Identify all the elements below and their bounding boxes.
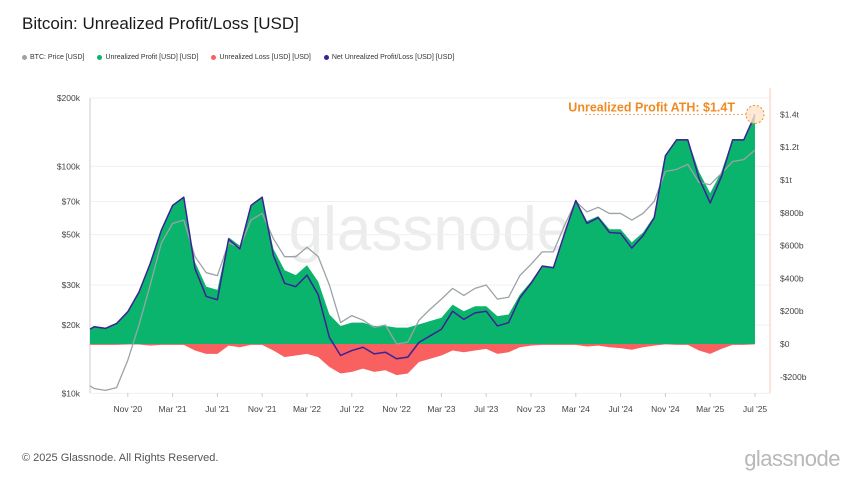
left-axis-tick-label: $50k: [62, 230, 81, 240]
right-axis-tick-label: -$200b: [780, 372, 807, 382]
left-axis-tick-label: $10k: [62, 388, 81, 398]
right-axis-tick-label: $1t: [780, 175, 792, 185]
left-axis-tick-label: $20k: [62, 320, 81, 330]
x-axis-tick-label: Jul '23: [474, 404, 499, 414]
glassnode-logo: glassnode: [744, 446, 840, 471]
right-axis-tick-label: $0: [780, 339, 790, 349]
unrealized-loss-area: [90, 344, 755, 376]
right-axis-tick-label: $200b: [780, 306, 804, 316]
unrealized-profit-area: [90, 114, 755, 345]
x-axis-tick-label: Jul '21: [205, 404, 230, 414]
x-axis-tick-label: Mar '25: [696, 404, 724, 414]
x-axis-tick-label: Nov '24: [651, 404, 680, 414]
annotation-label: Unrealized Profit ATH: $1.4T: [568, 100, 735, 114]
x-axis-tick-label: Nov '20: [114, 404, 143, 414]
legend-item-profit[interactable]: Unrealized Profit [USD] [USD]: [97, 54, 198, 61]
legend-item-net[interactable]: Net Unrealized Profit/Loss [USD] [USD]: [323, 54, 455, 61]
x-axis-tick-label: Mar '23: [427, 404, 455, 414]
net-unrealized-line: [90, 114, 756, 360]
annotation-ath-marker: [745, 104, 765, 124]
x-axis-tick-label: Jul '25: [743, 404, 768, 414]
legend-item-loss[interactable]: Unrealized Loss [USD] [USD]: [211, 54, 311, 61]
copyright-footer: © 2025 Glassnode. All Rights Reserved.: [22, 452, 219, 464]
price-dot-icon: [22, 55, 27, 60]
right-axis-tick-label: $400b: [780, 273, 804, 283]
x-axis-tick-label: Nov '23: [517, 404, 546, 414]
x-axis-tick-label: Jul '22: [340, 404, 365, 414]
x-axis-tick-label: Nov '22: [382, 404, 411, 414]
left-axis-tick-label: $30k: [62, 280, 81, 290]
loss-dot-icon: [211, 55, 217, 60]
x-axis-tick-label: Mar '22: [293, 404, 321, 414]
left-axis-tick-label: $70k: [62, 196, 81, 206]
profit-dot-icon: [97, 55, 103, 60]
right-axis-tick-label: $600b: [780, 241, 804, 251]
x-axis-tick-label: Nov '21: [248, 404, 277, 414]
left-axis-tick-label: $200k: [57, 93, 81, 103]
x-axis-tick-label: Mar '21: [159, 404, 187, 414]
btc-price-line: [90, 149, 756, 392]
x-axis-tick-label: Mar '24: [562, 404, 590, 414]
legend-label: Net Unrealized Profit/Loss [USD] [USD]: [331, 54, 455, 61]
x-axis-tick-label: Jul '24: [608, 404, 633, 414]
legend-label: BTC: Price [USD]: [30, 54, 85, 61]
legend-label: Unrealized Profit [USD] [USD]: [105, 54, 199, 61]
legend-item-price[interactable]: BTC: Price [USD]: [22, 54, 84, 61]
watermark: glassnode: [289, 195, 572, 264]
right-axis-tick-label: $800b: [780, 208, 804, 218]
plot-area: [90, 114, 756, 392]
legend-label: Unrealized Loss [USD] [USD]: [219, 54, 311, 61]
chart-title: Bitcoin: Unrealized Profit/Loss [USD]: [22, 14, 299, 33]
left-axis-tick-label: $100k: [57, 161, 81, 171]
right-axis-tick-label: $1.4t: [780, 109, 800, 119]
net-dot-icon: [323, 55, 329, 60]
legend: BTC: Price [USD] Unrealized Profit [USD]…: [22, 54, 454, 61]
right-axis-tick-label: $1.2t: [780, 142, 800, 152]
